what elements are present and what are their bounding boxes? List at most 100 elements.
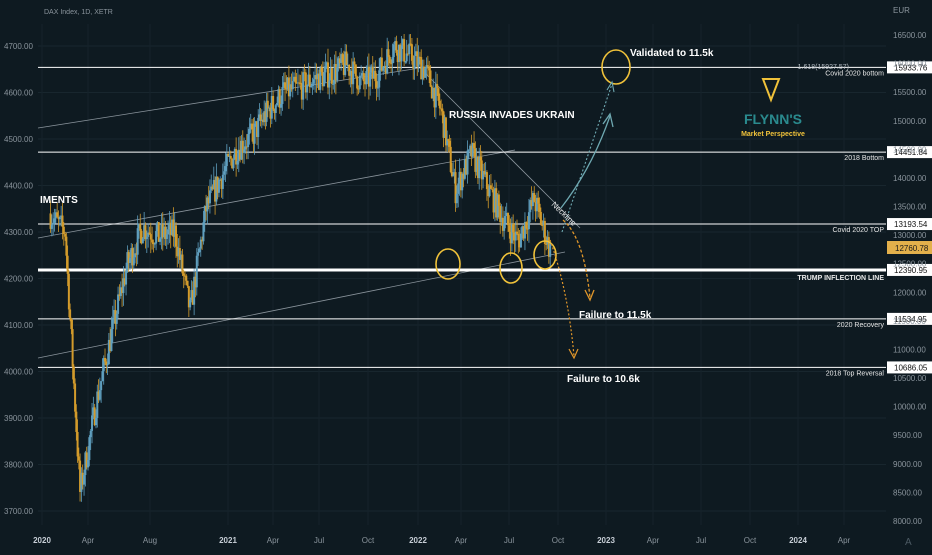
candle-body (358, 75, 361, 90)
candle-body (513, 232, 516, 241)
candle-body (183, 275, 186, 277)
candle-body (295, 82, 298, 84)
candle-body (122, 278, 125, 294)
candle-body (77, 456, 80, 461)
candle-body (49, 213, 52, 229)
candle-body (161, 224, 164, 238)
candle-body (239, 149, 242, 160)
candle-body (412, 60, 415, 69)
candle-body (118, 294, 121, 297)
candle-body (293, 76, 296, 82)
candle-body (354, 64, 357, 77)
middle-channel-line (37, 149, 516, 239)
candle-body (178, 247, 181, 260)
left-partial-annotation: IMENTS (40, 195, 78, 206)
candle-body (199, 239, 202, 249)
candle-body (307, 74, 310, 86)
candle-body (500, 217, 503, 223)
candle-body (364, 81, 367, 85)
candle-body (290, 84, 293, 90)
candle-body (538, 203, 541, 212)
candle-body (386, 49, 389, 74)
candle-body (177, 247, 180, 257)
failure-11-5k-annotation: Failure to 11.5k (579, 310, 652, 321)
level-value-badge (887, 263, 932, 276)
candle-body (173, 225, 176, 237)
candle-body (67, 273, 70, 310)
candle-body (62, 226, 65, 235)
candle-body (497, 194, 500, 206)
candle-body (195, 255, 198, 288)
candle-body (219, 179, 222, 181)
candle-body (379, 57, 382, 71)
candle-body (365, 71, 368, 85)
candle-body (437, 88, 440, 101)
candle-body (227, 154, 230, 157)
candle-body (429, 70, 432, 87)
candle-body (479, 157, 482, 161)
candle-body (155, 231, 158, 244)
level-value: 10686.05 (894, 363, 928, 372)
x-axis-tick: Apr (455, 536, 468, 545)
candle-body (197, 252, 200, 256)
long-down-arrow-head (568, 348, 579, 360)
candle-body (266, 100, 269, 109)
candle-body (66, 255, 69, 274)
candle-body (80, 472, 83, 492)
left-axis-tick: 4600.00 (4, 89, 33, 98)
candle-body (264, 111, 267, 122)
candle-body (136, 228, 139, 255)
candle-body (151, 239, 154, 243)
candle-body (210, 186, 213, 191)
candle-body (469, 145, 472, 150)
candle-body (137, 223, 140, 229)
candle-body (113, 310, 116, 318)
candle-body (214, 179, 217, 202)
candle-body (397, 44, 400, 63)
candle-body (547, 237, 550, 257)
right-axis-tick: 13500.00 (893, 203, 927, 212)
candle-body (476, 156, 479, 179)
candle-body (349, 71, 352, 76)
candle-body (97, 391, 100, 400)
candle-body (284, 82, 287, 89)
candle-body (100, 381, 103, 391)
candle-body (224, 166, 227, 172)
candle-body (443, 117, 446, 138)
candle-body (356, 76, 359, 89)
candle-body (111, 317, 114, 330)
candle-body (390, 63, 393, 65)
right-axis-tick: 16500.00 (893, 31, 927, 40)
candle-body (401, 39, 404, 46)
x-axis-tick: Jul (504, 536, 514, 545)
candle-body (117, 294, 120, 314)
candle-body (366, 66, 369, 72)
candle-body (492, 189, 495, 213)
candle-body (121, 287, 124, 294)
candle-body (74, 383, 77, 412)
candle-body (101, 371, 104, 382)
left-axis-tick: 4500.00 (4, 135, 33, 144)
candle-body (499, 205, 502, 223)
candle-body (205, 205, 208, 212)
candle-body (387, 49, 390, 57)
level-value-badge (887, 312, 932, 325)
candle-body (240, 140, 243, 160)
candle-body (128, 257, 131, 263)
last-price-badge (887, 241, 932, 254)
candle-body (417, 56, 420, 67)
candle-body (164, 226, 167, 239)
candle-body (384, 65, 387, 74)
candle-body (304, 72, 307, 93)
candle-body (394, 41, 397, 45)
candle-body (262, 119, 265, 123)
long-down-projection-arrow (549, 239, 575, 357)
candle-body (455, 193, 458, 204)
x-axis-tick: Oct (744, 536, 757, 545)
level-label: 2018 Top Reversal (826, 370, 885, 377)
candle-body (191, 290, 194, 305)
candle-body (287, 77, 290, 97)
candle-body (102, 358, 105, 372)
candle-body (344, 51, 347, 75)
